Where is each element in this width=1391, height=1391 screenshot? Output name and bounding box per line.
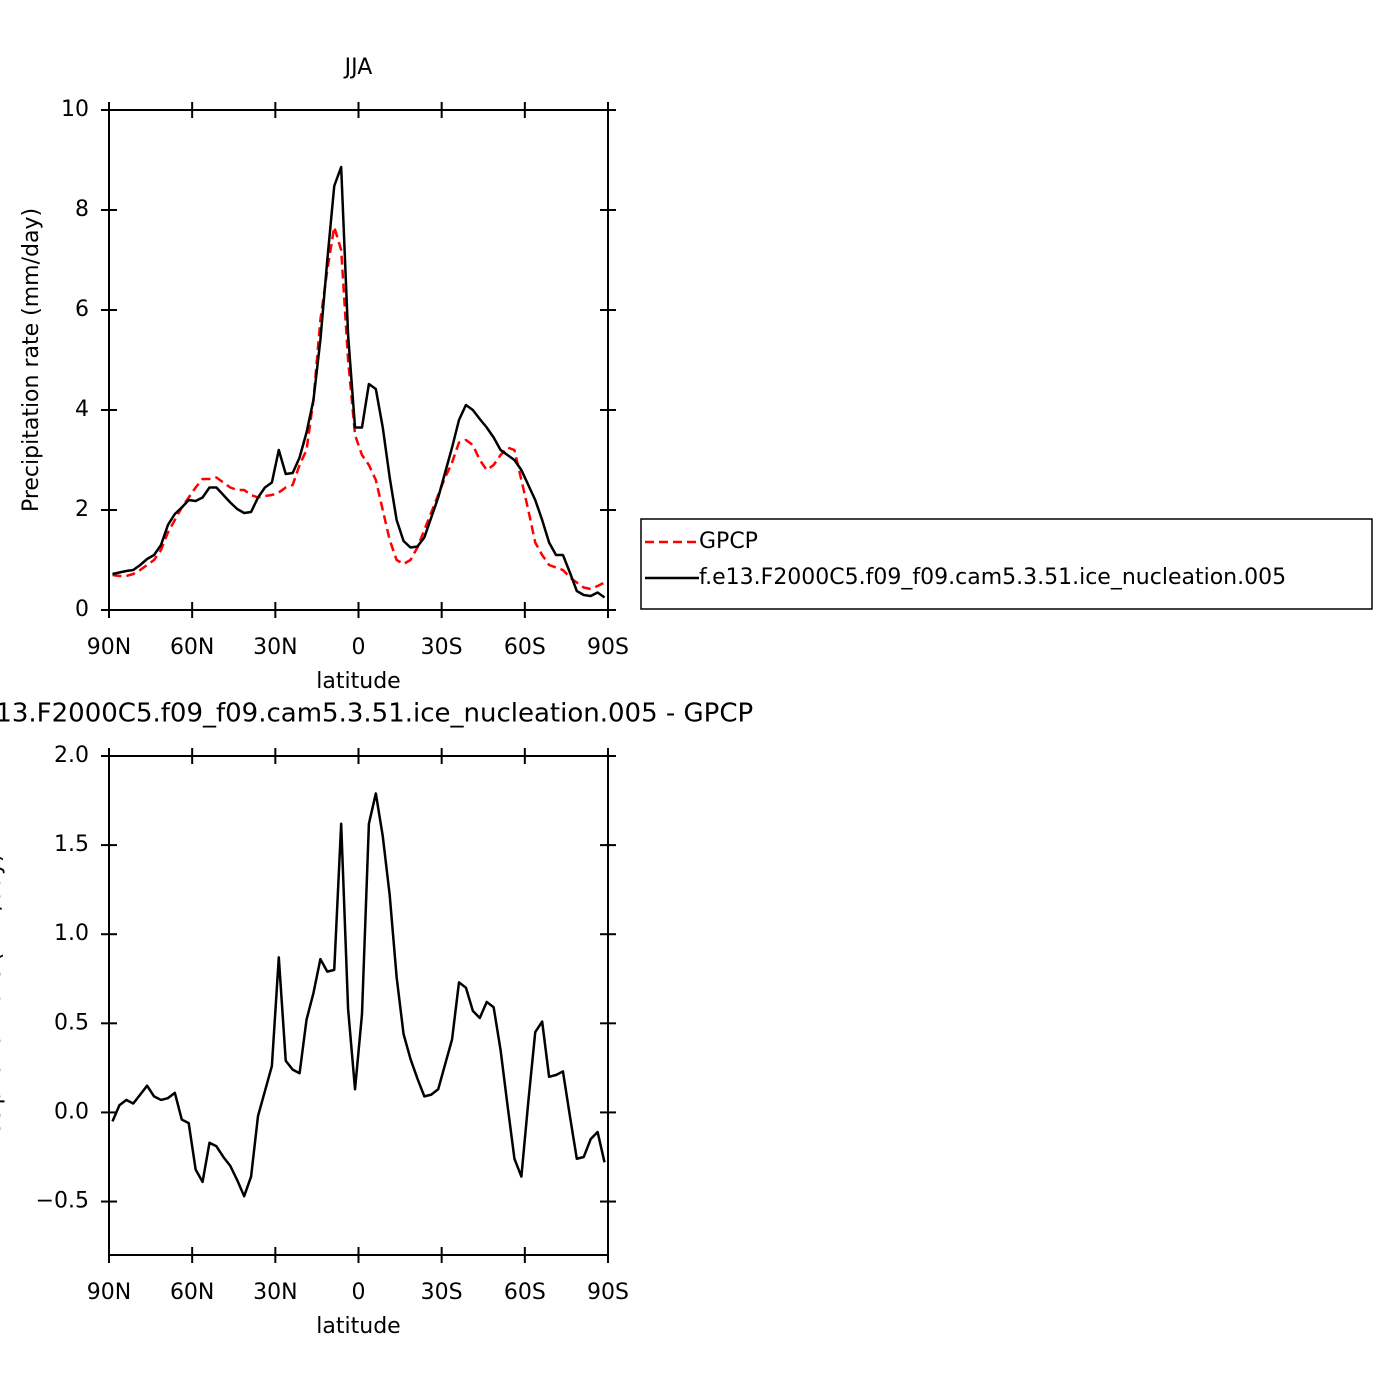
plot-frame: [108, 109, 609, 611]
y-tick-label: 6: [75, 297, 89, 322]
y-tick-label: 1.5: [54, 832, 89, 857]
x-tick-label: 30S: [421, 635, 463, 660]
y-axis-label: Precipitation rate (mm/day): [0, 853, 6, 1157]
x-tick-label: 60N: [170, 635, 214, 660]
difference-line: [111, 792, 606, 1198]
chart-title: JJA: [343, 55, 373, 80]
legend-label: GPCP: [699, 529, 758, 554]
legend-label: f.e13.F2000C5.f09_f09.cam5.3.51.ice_nucl…: [699, 565, 1286, 590]
x-tick-label: 30N: [253, 635, 297, 660]
y-tick-label: 4: [75, 397, 89, 422]
x-tick-label: 90N: [87, 635, 131, 660]
x-tick-label: 90S: [587, 635, 629, 660]
y-tick-label: 1.0: [54, 921, 89, 946]
y-tick-label: 0.0: [54, 1099, 89, 1124]
plot-frame: [108, 755, 609, 1256]
x-tick-label: 30S: [421, 1280, 463, 1305]
y-tick-label: 8: [75, 197, 89, 222]
y-tick-label: 2.0: [54, 743, 89, 768]
y-tick-label: 0: [75, 597, 89, 622]
series-line: [112, 165, 606, 599]
y-tick-label: −0.5: [36, 1189, 89, 1214]
x-tick-label: 60S: [504, 635, 546, 660]
x-tick-label: 0: [352, 1280, 366, 1305]
x-axis-label: latitude: [316, 1314, 400, 1339]
y-tick-label: 2: [75, 497, 89, 522]
x-tick-label: 90S: [587, 1280, 629, 1305]
x-tick-label: 30N: [253, 1280, 297, 1305]
series-line: [112, 225, 606, 591]
chart-title: f.e13.F2000C5.f09_f09.cam5.3.51.ice_nucl…: [0, 699, 753, 729]
y-tick-label: 10: [61, 97, 89, 122]
x-tick-label: 60N: [170, 1280, 214, 1305]
x-tick-label: 0: [352, 635, 366, 660]
x-axis-label: latitude: [316, 669, 400, 694]
y-axis-label: Precipitation rate (mm/day): [19, 208, 44, 512]
y-tick-label: 0.5: [54, 1010, 89, 1035]
legend-box: [640, 518, 1373, 610]
x-tick-label: 90N: [87, 1280, 131, 1305]
x-tick-label: 60S: [504, 1280, 546, 1305]
